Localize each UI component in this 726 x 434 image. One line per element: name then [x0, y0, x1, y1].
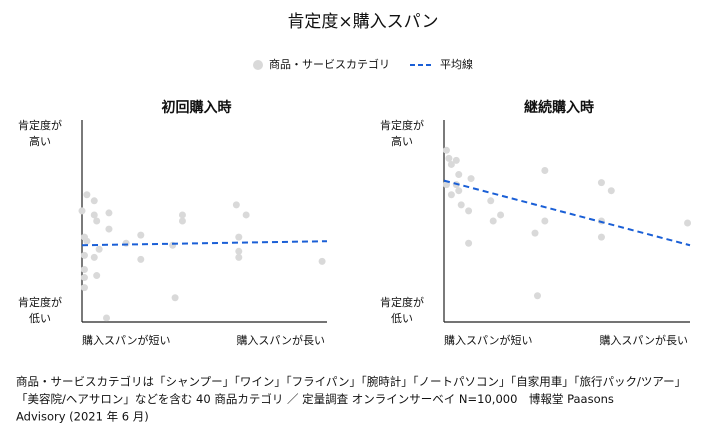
data-point — [171, 294, 179, 302]
data-point — [497, 211, 505, 219]
data-point — [80, 274, 88, 282]
y-axis-label: 肯定度が — [380, 118, 424, 132]
data-point — [467, 175, 475, 183]
data-point — [597, 233, 605, 241]
legend-label: 平均線 — [440, 57, 473, 71]
average-line — [81, 240, 328, 247]
data-point — [105, 209, 113, 217]
data-point — [105, 225, 113, 233]
data-point — [90, 253, 98, 261]
data-point — [442, 181, 450, 189]
data-point — [531, 229, 539, 237]
data-point — [80, 284, 88, 292]
data-point — [232, 201, 240, 209]
panel-title: 初回購入時 — [162, 99, 232, 116]
average-line — [443, 179, 691, 247]
data-point — [541, 167, 549, 174]
y-axis-label: 高い — [391, 134, 413, 148]
x-axis-label: 購入スパンが長い — [599, 333, 688, 347]
data-point — [137, 255, 145, 263]
footnote: 「美容院/ヘアサロン」などを含む 40 商品カテゴリ ／ 定量調査 オンラインサ… — [16, 392, 614, 406]
data-point — [235, 253, 243, 261]
data-point — [452, 156, 460, 164]
data-point — [137, 231, 145, 239]
panel-title: 継続購入時 — [524, 99, 594, 116]
data-point — [457, 201, 465, 209]
data-point — [242, 211, 250, 219]
data-point — [465, 239, 473, 247]
y-axis-label: 低い — [391, 312, 413, 325]
data-point — [455, 187, 463, 195]
data-point — [95, 245, 103, 253]
data-point — [178, 217, 186, 225]
data-point — [455, 171, 463, 179]
data-point — [178, 211, 186, 219]
data-point — [541, 217, 549, 225]
data-point — [93, 272, 101, 280]
data-point — [445, 154, 453, 162]
x-axis-label: 購入スパンが短い — [444, 333, 533, 347]
data-point — [533, 292, 541, 300]
y-axis-label: 肯定度が — [18, 295, 62, 309]
y-axis-label: 肯定度が — [380, 295, 424, 309]
data-point — [442, 146, 450, 154]
data-point — [80, 251, 88, 259]
data-point — [235, 233, 243, 241]
data-point — [607, 187, 615, 195]
data-point — [90, 197, 98, 205]
data-point — [487, 197, 495, 205]
data-point — [235, 247, 243, 255]
page-title: 肯定度×購入スパン — [287, 12, 438, 32]
data-point — [684, 219, 692, 227]
data-point — [83, 237, 91, 245]
data-point — [318, 257, 326, 265]
data-point — [80, 265, 88, 273]
y-axis-label: 高い — [29, 134, 51, 148]
footnote: 商品・サービスカテゴリは「シャンプー」「ワイン」「フライパン」「腕時計」「ノート… — [16, 375, 686, 389]
x-axis-label: 購入スパンが長い — [236, 333, 325, 347]
data-point — [447, 160, 455, 168]
y-axis-label: 肯定度が — [18, 118, 62, 132]
data-point — [465, 207, 473, 215]
data-point — [447, 191, 455, 199]
data-point — [489, 217, 497, 225]
legend-marker — [253, 60, 263, 70]
data-point — [103, 314, 110, 322]
x-axis-label: 購入スパンが短い — [82, 333, 171, 347]
footnote: Advisory (2021 年 6 月) — [16, 410, 149, 424]
data-point — [93, 217, 101, 225]
y-axis-label: 低い — [29, 312, 51, 325]
data-point — [78, 207, 86, 215]
data-point — [597, 179, 605, 187]
data-point — [90, 211, 98, 219]
legend-label: 商品・サービスカテゴリ — [269, 57, 390, 71]
data-point — [83, 191, 91, 199]
data-point — [122, 239, 130, 247]
